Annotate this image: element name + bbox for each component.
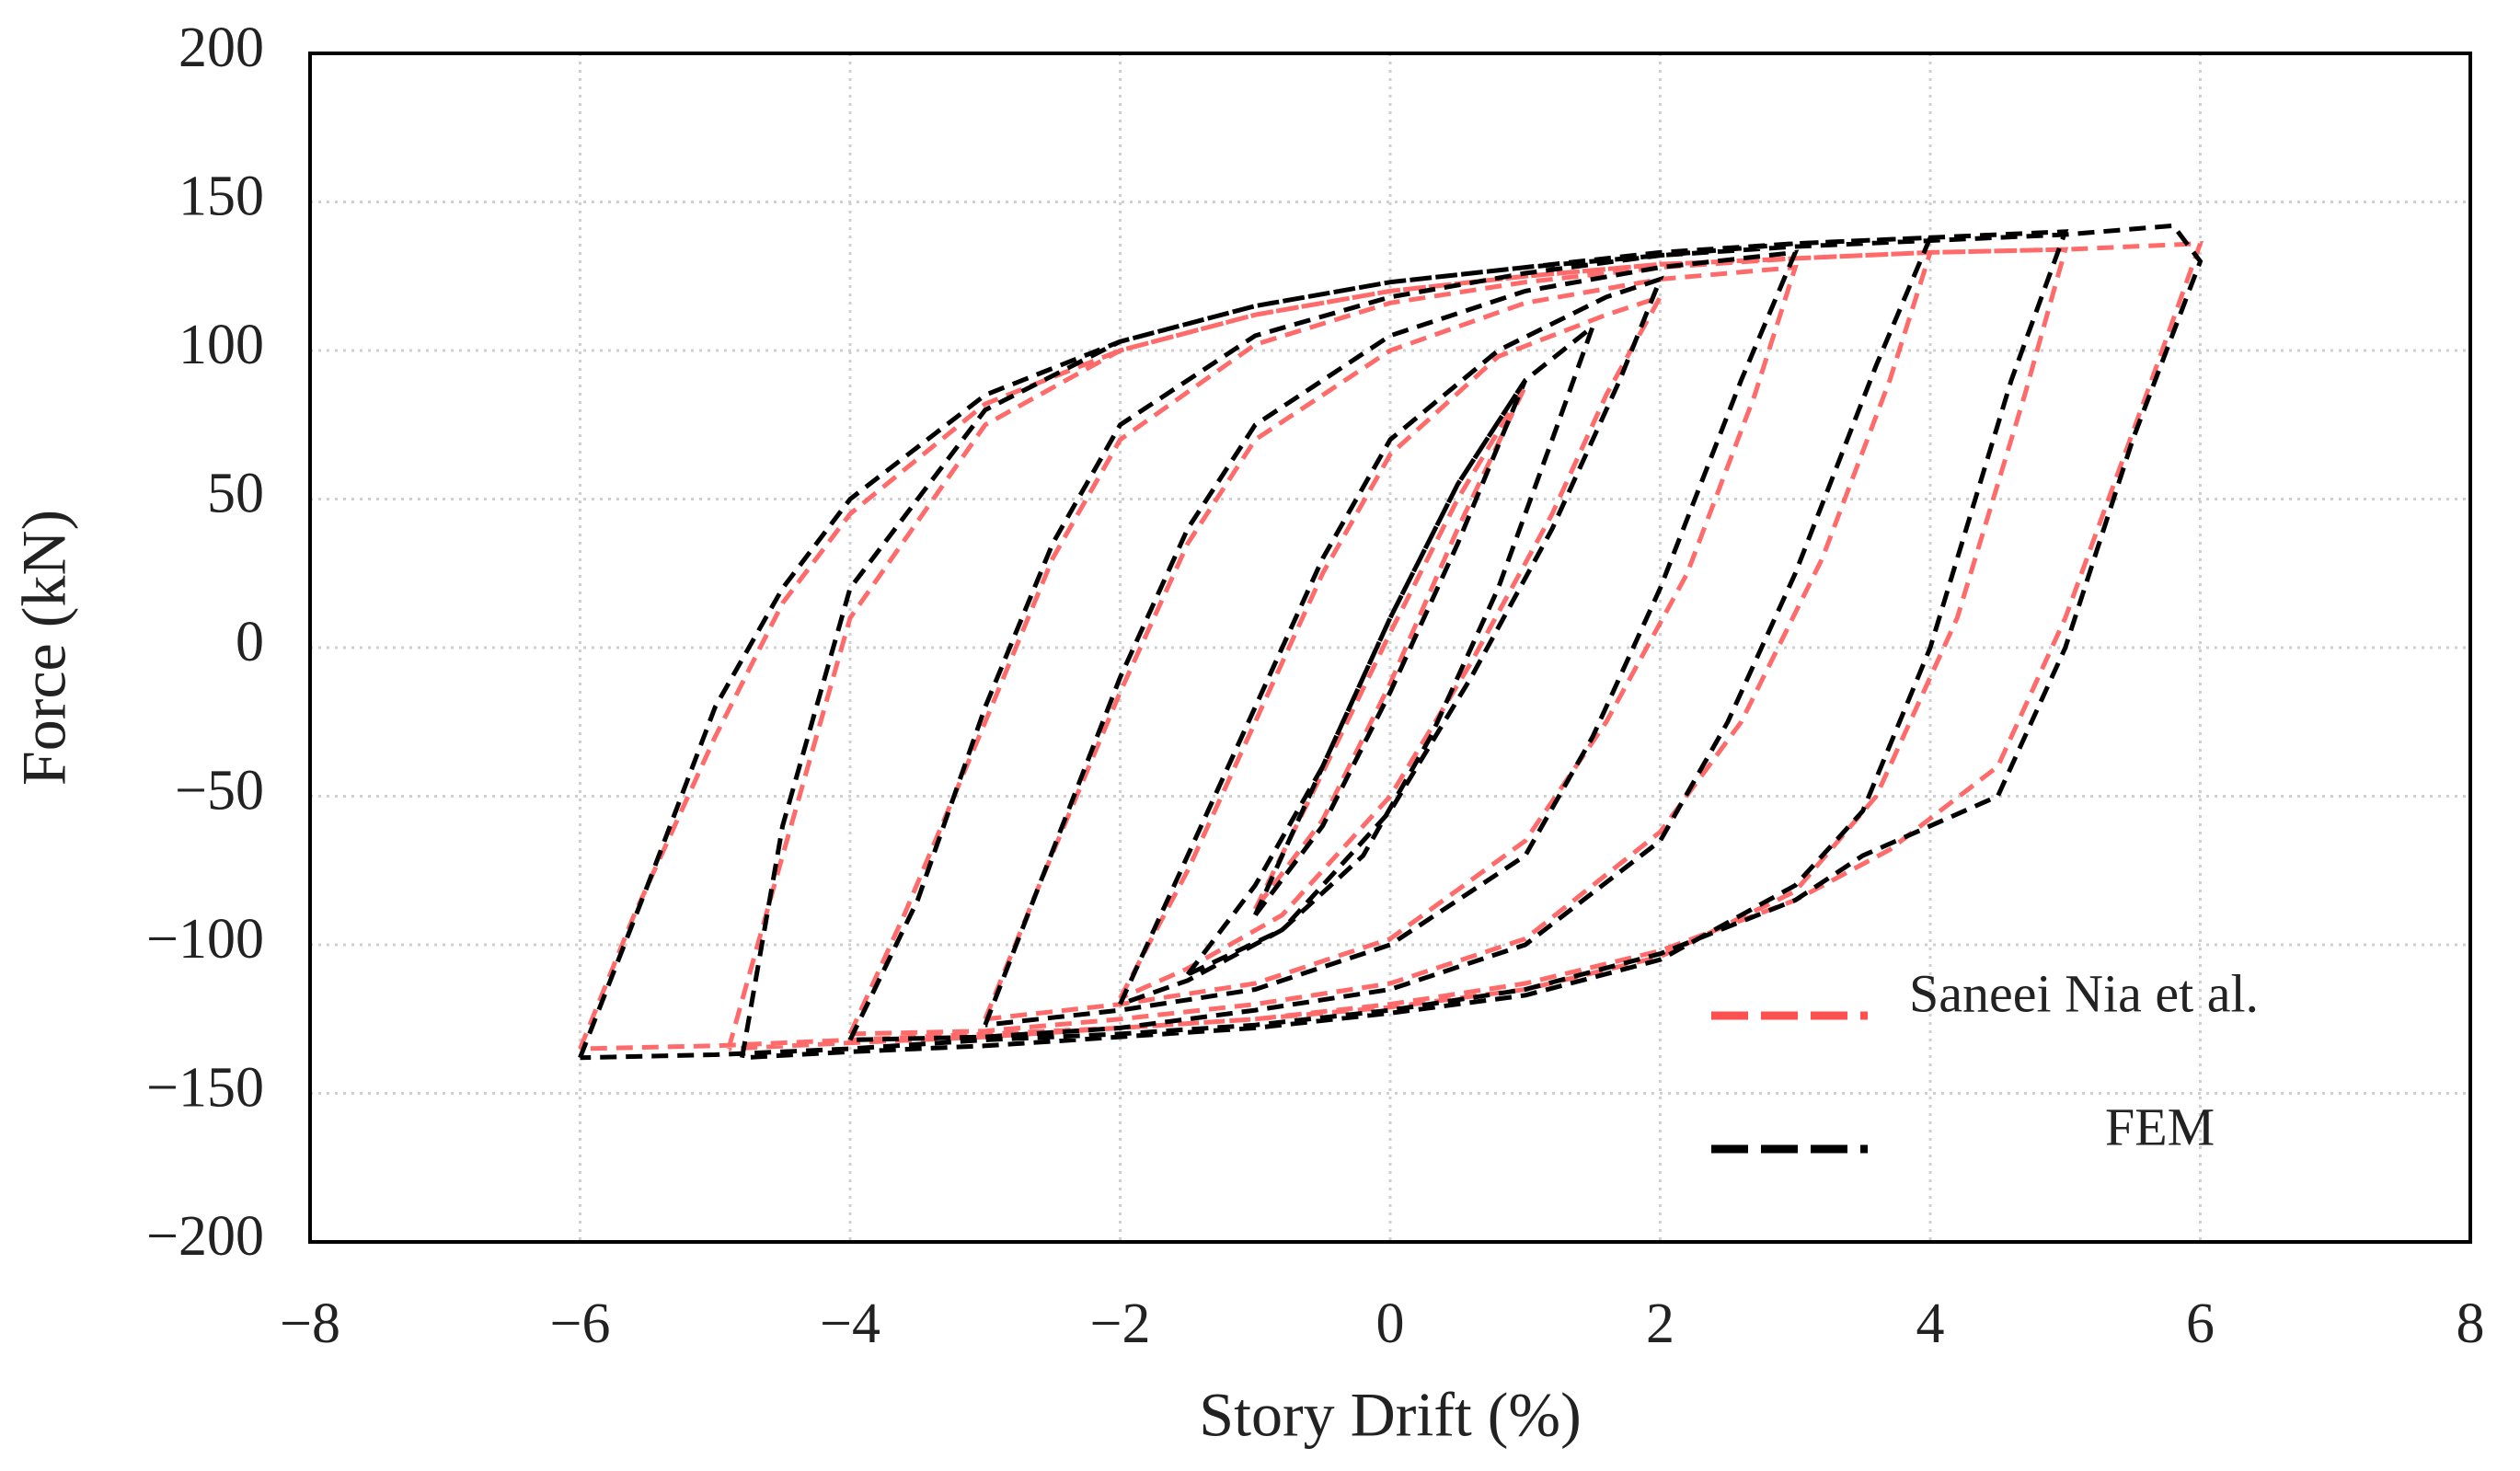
x-tick-label: 4 xyxy=(1916,1293,1945,1355)
x-tick-label: 2 xyxy=(1646,1293,1674,1355)
legend-label: FEM xyxy=(2105,1097,2215,1156)
plot-lines xyxy=(578,223,2204,1061)
legend: Saneei Nia et al. FEM xyxy=(1711,963,2259,1156)
y-tick-label: 0 xyxy=(236,611,264,673)
x-tick-label: −8 xyxy=(280,1293,340,1355)
series-line xyxy=(578,223,2204,1061)
y-axis-title: Force (kN) xyxy=(9,510,79,786)
series-line xyxy=(578,241,2204,1052)
y-tick-label: −150 xyxy=(146,1057,264,1120)
x-axis-title: Story Drift (%) xyxy=(1199,1380,1581,1450)
x-tick-label: 6 xyxy=(2186,1293,2215,1355)
x-tick-label: 8 xyxy=(2457,1293,2485,1355)
plot-frame xyxy=(308,52,2472,1244)
y-tick-label: 50 xyxy=(207,463,264,525)
y-tick-label: 200 xyxy=(178,17,264,79)
x-tick-label: 0 xyxy=(1376,1293,1405,1355)
y-tick-label: −50 xyxy=(175,760,264,822)
legend-label: Saneei Nia et al. xyxy=(1909,963,2259,1023)
x-tick-label: −6 xyxy=(550,1293,611,1355)
y-tick-label: −200 xyxy=(146,1205,264,1268)
y-tick-label: 150 xyxy=(178,166,264,228)
x-tick-label: −2 xyxy=(1090,1293,1151,1355)
y-tick-label: −100 xyxy=(146,908,264,971)
y-tick-label: 100 xyxy=(178,314,264,376)
x-tick-label: −4 xyxy=(820,1293,880,1355)
